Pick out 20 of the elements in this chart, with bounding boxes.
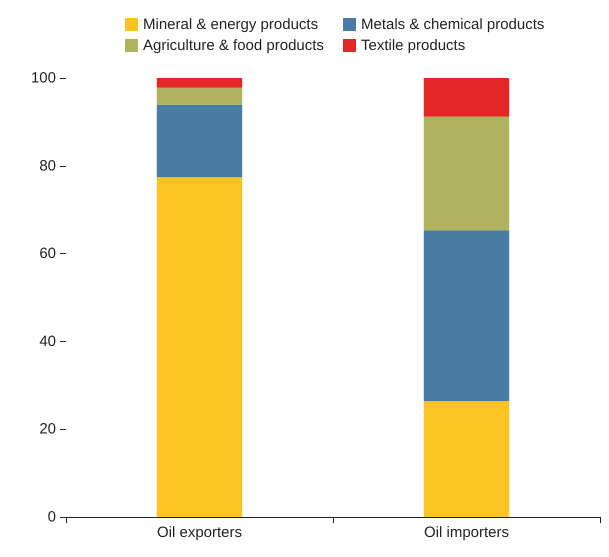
bar — [424, 78, 510, 117]
bar — [424, 230, 510, 402]
y-tick-label: 80 — [39, 157, 56, 174]
x-tick-label: Oil importers — [424, 524, 510, 541]
legend-label: Mineral & energy products — [143, 16, 318, 33]
bar — [424, 116, 510, 230]
y-tick-label: 20 — [39, 420, 56, 438]
y-tick-label: 40 — [39, 332, 56, 350]
legend-label: Agriculture & food products — [143, 37, 324, 54]
x-tick-label: Oil exporters — [156, 524, 242, 541]
y-tick-label: 0 — [48, 508, 56, 526]
y-tick-label: 100 — [30, 70, 56, 86]
legend-label: Textile products — [361, 37, 466, 54]
y-tick-label: 60 — [39, 245, 56, 262]
bar — [156, 88, 242, 105]
bar — [156, 104, 242, 178]
bar — [156, 177, 242, 517]
legend-label: Metals & chemical products — [361, 16, 544, 33]
bar — [424, 401, 510, 517]
bar — [156, 78, 242, 88]
